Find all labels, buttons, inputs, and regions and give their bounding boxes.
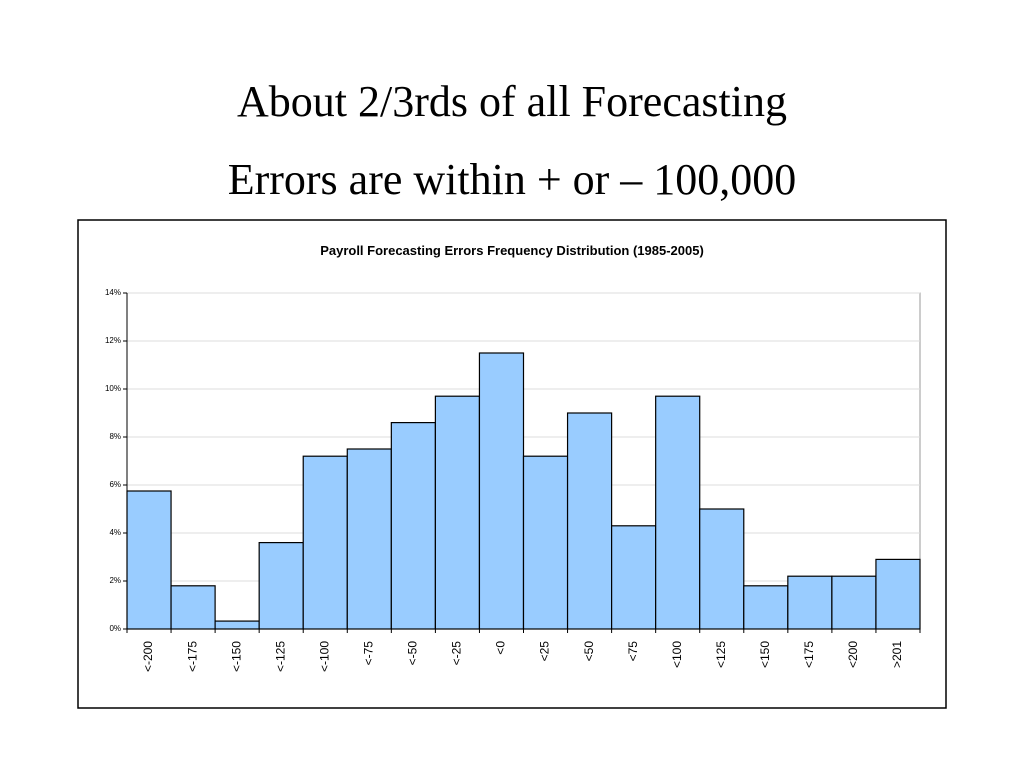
- bar: [434, 395, 481, 630]
- bar: [390, 422, 436, 630]
- bar: [346, 448, 392, 630]
- bar: [126, 490, 172, 630]
- bar: [611, 525, 657, 630]
- x-tick-label: <0: [494, 641, 508, 655]
- bar: [478, 352, 525, 630]
- x-tick-label: <-125: [273, 641, 287, 672]
- x-tick-label: <150: [758, 641, 772, 668]
- y-tick-label: 4%: [109, 528, 121, 537]
- x-tick-label: <-50: [406, 641, 420, 666]
- bar: [655, 395, 701, 630]
- y-tick-label: 2%: [109, 576, 121, 585]
- x-tick-label: <-100: [317, 641, 331, 672]
- bar: [258, 541, 304, 630]
- x-tick-label: <75: [626, 641, 640, 662]
- bar: [743, 585, 789, 630]
- y-tick-label: 6%: [109, 480, 121, 489]
- x-tick-label: >201: [890, 641, 904, 668]
- y-tick-label: 0%: [109, 624, 121, 633]
- x-tick-label: <175: [802, 641, 816, 668]
- x-tick-label: <-200: [141, 641, 155, 672]
- bar: [214, 620, 260, 630]
- x-tick-label: <-75: [361, 641, 375, 666]
- bar: [699, 508, 745, 630]
- slide-title: About 2/3rds of all Forecasting: [237, 77, 787, 126]
- x-tick-label: <100: [670, 641, 684, 668]
- x-tick-label: <50: [582, 641, 596, 662]
- x-tick-label: <125: [714, 641, 728, 668]
- bar: [831, 575, 877, 630]
- y-tick-label: 14%: [105, 288, 121, 297]
- slide-title: Errors are within + or – 100,000: [228, 155, 797, 204]
- x-tick-label: <-25: [450, 641, 464, 666]
- bar: [566, 412, 613, 630]
- bar: [787, 575, 833, 630]
- y-tick-label: 12%: [105, 336, 121, 345]
- x-tick-label: <-150: [229, 641, 243, 672]
- x-tick-label: <-175: [185, 641, 199, 672]
- y-tick-label: 10%: [105, 384, 121, 393]
- bar: [522, 455, 569, 630]
- x-tick-label: <25: [538, 641, 552, 662]
- bar: [302, 455, 348, 630]
- x-tick-label: <200: [846, 641, 860, 668]
- bar: [170, 585, 216, 630]
- chart-title: Payroll Forecasting Errors Frequency Dis…: [320, 243, 704, 258]
- y-tick-label: 8%: [109, 432, 121, 441]
- bar: [875, 558, 921, 630]
